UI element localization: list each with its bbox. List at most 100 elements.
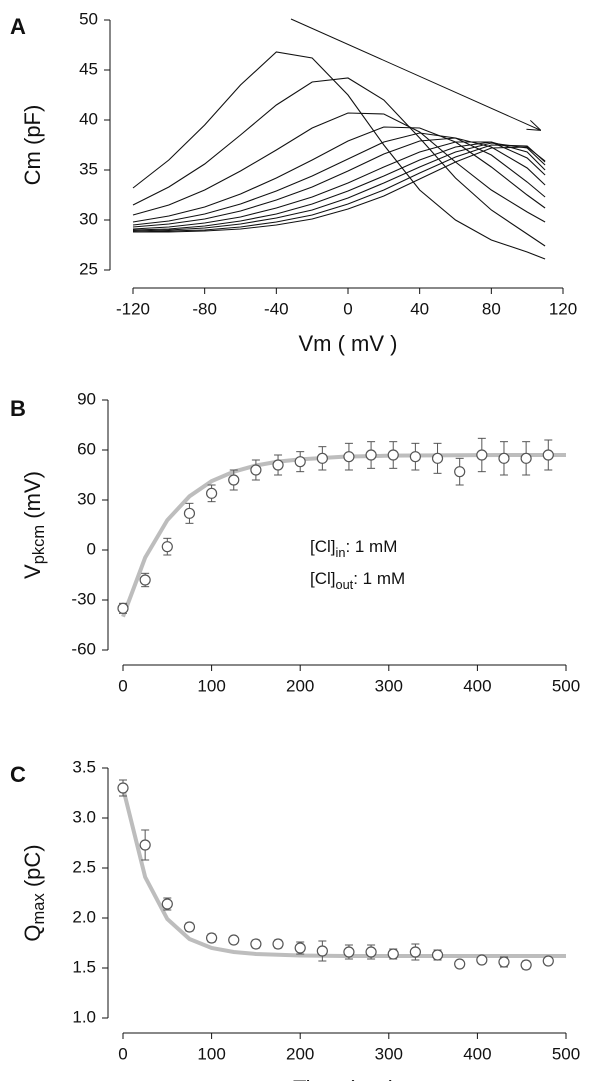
data-point [272,938,284,950]
data-point [117,602,129,614]
data-point [316,945,328,957]
annotation-main: [Cl] [310,537,336,556]
trace [132,137,546,228]
data-point [343,451,355,463]
data-point [228,934,240,946]
x-tick-label: 80 [482,299,501,318]
data-point [343,946,355,958]
x-tick-label: 100 [197,676,225,695]
y-tick-label: 45 [79,59,98,78]
x-tick-label: -80 [192,299,217,318]
trace [132,77,546,247]
x-tick-label: 400 [463,1044,491,1063]
y-tick-label: 60 [77,439,96,458]
data-point [498,956,510,968]
y-tick-label: 3.5 [72,757,96,776]
data-point [520,959,532,971]
data-point [387,449,399,461]
y-axis-title-sub: max [30,893,48,925]
data-point [365,449,377,461]
annotation: [Cl]out: 1 mM [310,569,405,592]
y-axis-title: Cm (pF) [20,105,45,186]
data-point [117,782,129,794]
x-tick-label: 300 [375,676,403,695]
y-tick-label: 50 [79,9,98,28]
y-axis-title: Qmax (pC) [20,844,49,941]
y-tick-label: 3.0 [72,807,96,826]
x-tick-label: -40 [264,299,289,318]
data-point [454,958,466,970]
x-axis-title: Vm ( mV ) [299,331,398,356]
x-tick-label: 500 [552,676,580,695]
y-axis-title-rest: (pC) [20,844,45,893]
y-axis-title-rest: (mV) [20,471,45,525]
trace [132,132,546,226]
y-tick-label: 25 [79,259,98,278]
trace [132,144,546,233]
y-tick-label: 0 [87,539,96,558]
y-axis-title-sub: pkcm [30,525,48,564]
y-axis-title-main: V [20,564,45,579]
data-point [520,452,532,464]
y-tick-label: 90 [77,389,96,408]
x-tick-label: 0 [118,1044,127,1063]
y-axis-title-main: Q [20,924,45,941]
y-tick-label: 35 [79,159,98,178]
x-tick-label: 200 [286,1044,314,1063]
panel-label: B [10,396,26,421]
data-point [139,574,151,586]
trend-arrow [290,18,540,130]
fit-curve [121,787,566,958]
x-tick-label: -120 [116,299,150,318]
data-point [316,452,328,464]
data-point [476,954,488,966]
annotation-rest: : 1 mM [345,537,397,556]
y-tick-label: 1.5 [72,957,96,976]
panel-label: A [10,14,26,39]
y-tick-label: 30 [77,489,96,508]
data-point [206,487,218,499]
x-tick-label: 300 [375,1044,403,1063]
data-point [250,938,262,950]
y-axis-title-main: Cm (pF) [20,105,45,186]
data-point [183,507,196,519]
data-point [431,452,444,464]
x-tick-label: 40 [410,299,429,318]
data-point [409,946,421,958]
data-point [294,456,306,468]
data-point [139,839,151,851]
data-point [542,449,554,461]
data-point [250,464,262,476]
data-point [498,452,510,464]
y-tick-label: 40 [79,109,98,128]
data-point [228,474,240,486]
x-tick-label: 0 [343,299,352,318]
y-axis-title: Vpkcm (mV) [20,471,49,579]
y-tick-label: -60 [71,639,96,658]
y-tick-label: 2.0 [72,907,96,926]
annotation: [Cl]in: 1 mM [310,537,397,560]
data-point [294,942,306,954]
panel-label: C [10,762,26,787]
x-tick-label: 120 [549,299,577,318]
data-point [454,466,466,478]
data-point [542,955,554,967]
data-point [161,541,173,553]
trace [132,126,546,223]
trace [132,142,546,232]
trace [132,112,546,223]
x-axis-title: Time (sec) [293,1076,396,1081]
trace [132,141,546,231]
data-point [431,949,444,961]
annotation-rest: : 1 mM [353,569,405,588]
data-point [206,932,218,944]
trace [132,51,546,260]
x-tick-label: 500 [552,1044,580,1063]
data-point [409,451,421,463]
data-point [387,948,399,960]
fit-curve [121,453,566,618]
y-tick-label: 30 [79,209,98,228]
x-tick-label: 0 [118,676,127,695]
data-point [365,946,377,958]
